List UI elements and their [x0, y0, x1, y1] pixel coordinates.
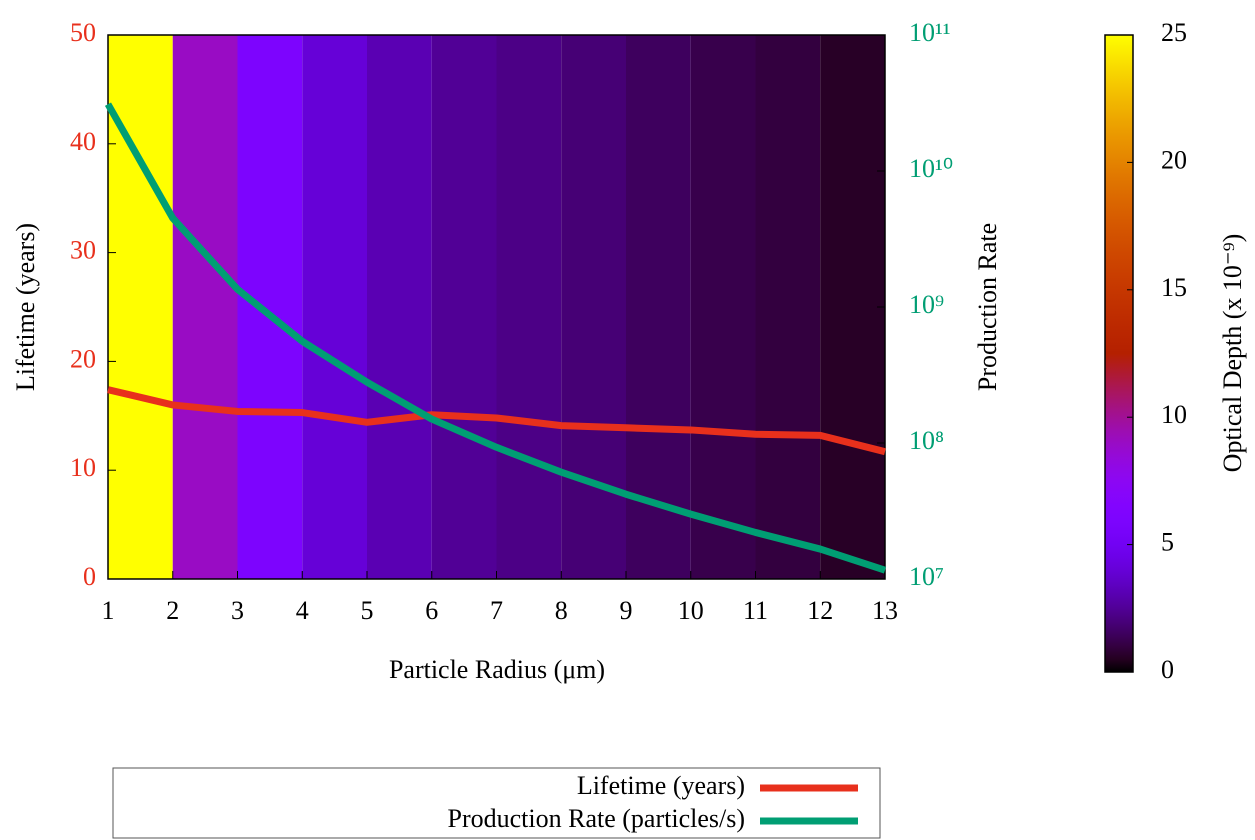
y2-tick-label: 10⁹ [909, 290, 944, 319]
optical-depth-band [755, 35, 821, 579]
x-tick-label: 13 [872, 596, 898, 625]
optical-depth-band [820, 35, 885, 579]
optical-depth-band [367, 35, 432, 579]
optical-depth-band [626, 35, 691, 579]
x-tick-label: 9 [620, 596, 633, 625]
y-tick-label: 20 [70, 344, 96, 373]
series-line [104, 102, 887, 574]
x-tick-label: 10 [678, 596, 704, 625]
x-axis-label: Particle Radius (μm) [389, 655, 605, 684]
x-tick-label: 12 [807, 596, 833, 625]
x-tick-label: 8 [555, 596, 568, 625]
colorbar-tick-label: 5 [1161, 528, 1174, 557]
y-tick-label: 50 [70, 18, 96, 47]
x-tick-label: 3 [231, 596, 244, 625]
x-tick-label: 6 [425, 596, 438, 625]
colorbar-tick-label: 25 [1161, 18, 1187, 47]
legend-label: Production Rate (particles/s) [448, 804, 745, 833]
optical-depth-band [690, 35, 756, 579]
optical-depth-band [302, 35, 367, 579]
y-tick-label: 10 [70, 453, 96, 482]
colorbar-tick-label: 10 [1161, 400, 1187, 429]
series-line [107, 386, 886, 456]
colorbar-label: Optical Depth (x 10⁻⁹) [1218, 234, 1247, 473]
y-tick-label: 30 [70, 236, 96, 265]
x-tick-label: 11 [743, 596, 768, 625]
x-tick-label: 1 [102, 596, 115, 625]
colorbar [1104, 34, 1134, 673]
y2-tick-label: 10⁷ [909, 562, 944, 591]
colorbar-tick-label: 15 [1161, 273, 1187, 302]
optical-depth-band [496, 35, 562, 579]
y-tick-label: 40 [70, 127, 96, 156]
optical-depth-band [561, 35, 626, 579]
optical-depth-band [431, 35, 497, 579]
y2-tick-label: 10¹¹ [909, 18, 951, 47]
x-tick-label: 7 [490, 596, 503, 625]
legend-box [112, 767, 881, 839]
y2-tick-label: 10⁸ [909, 426, 944, 455]
x-tick-label: 4 [296, 596, 309, 625]
y2-tick-label: 10¹⁰ [909, 154, 953, 183]
y-axis-label: Lifetime (years) [11, 223, 40, 391]
x-tick-label: 2 [166, 596, 179, 625]
y2-axis-label: Production Rate [973, 223, 1002, 391]
x-tick-label: 5 [361, 596, 374, 625]
optical-depth-band [237, 35, 303, 579]
colorbar-tick-label: 0 [1161, 655, 1174, 684]
legend-label: Lifetime (years) [577, 771, 745, 800]
colorbar-tick-label: 20 [1161, 145, 1187, 174]
optical-depth-band [172, 35, 238, 579]
y-tick-label: 0 [83, 562, 96, 591]
